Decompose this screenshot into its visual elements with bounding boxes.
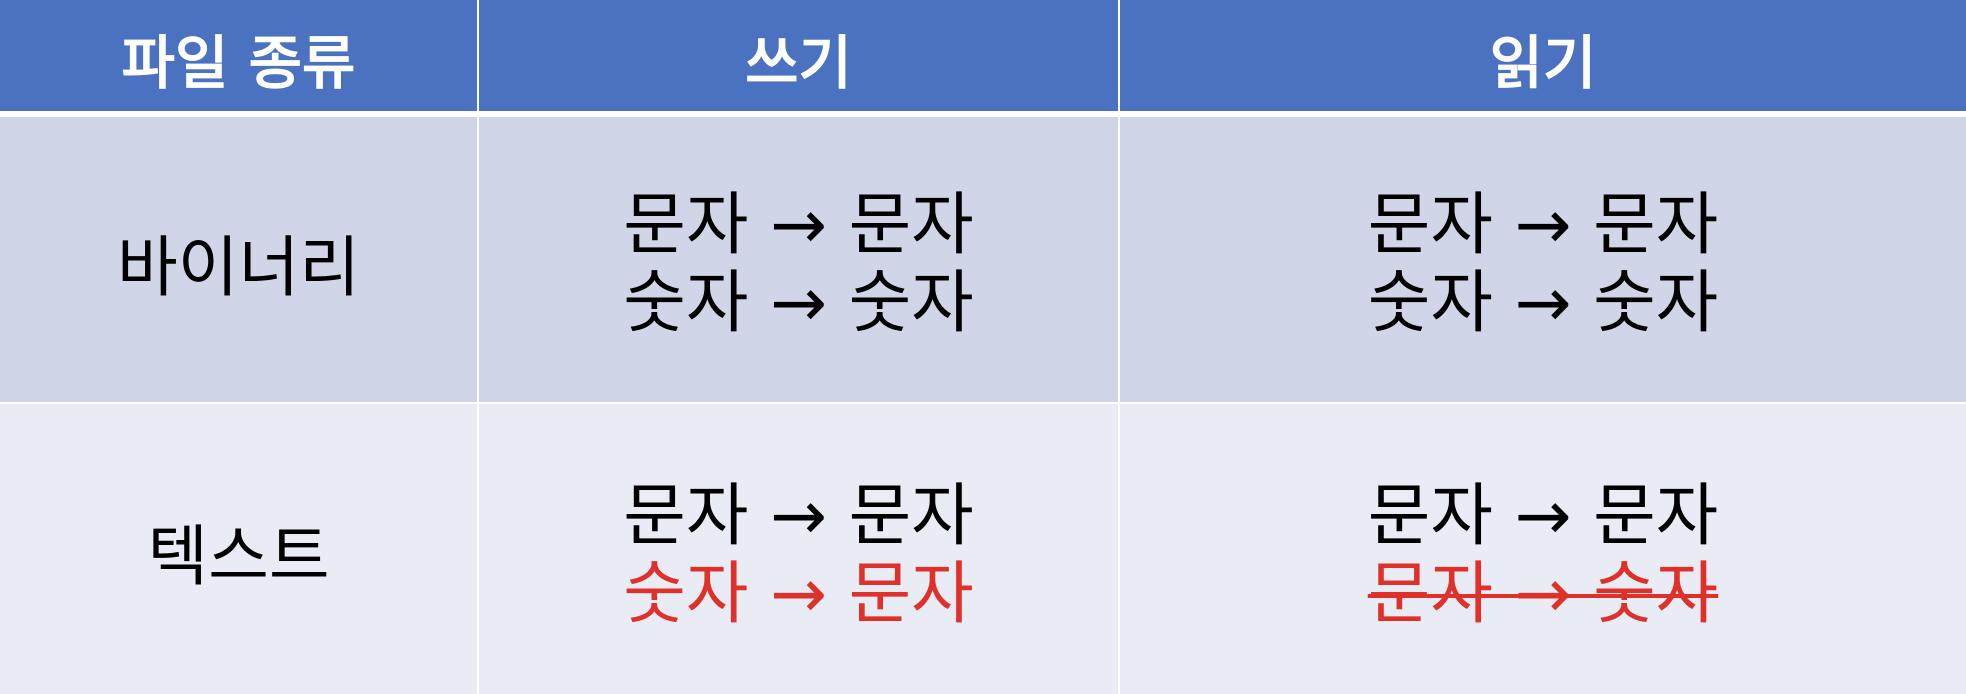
header-write: 쓰기: [479, 0, 1120, 117]
row-binary-label: 바이너리: [117, 228, 360, 306]
binary-read-line-1: 문자 → 문자: [1367, 185, 1719, 265]
text-read-line-2: 문자 → 숫자: [1367, 555, 1719, 634]
text-write-line-2: 숫자 → 문자: [623, 555, 974, 634]
binary-read-line-2: 숫자 → 숫자: [1367, 263, 1719, 343]
text-write-line-1: 문자 → 문자: [623, 477, 974, 556]
header-write-label: 쓰기: [745, 28, 852, 97]
binary-write-line-2: 숫자 → 숫자: [623, 263, 974, 343]
text-read-line-1: 문자 → 문자: [1367, 477, 1719, 556]
header-file-type: 파일 종류: [0, 0, 479, 117]
header-read: 읽기: [1120, 0, 1966, 117]
binary-write-line-1: 문자 → 문자: [623, 185, 974, 265]
row-text-label: 텍스트: [147, 518, 330, 595]
header-read-label: 읽기: [1489, 28, 1597, 97]
row-text-write-cell: 문자 → 문자 숫자 → 문자: [479, 404, 1120, 694]
row-binary-read-cell: 문자 → 문자 숫자 → 숫자: [1120, 117, 1966, 404]
row-text-label-cell: 텍스트: [0, 404, 479, 694]
row-text-read-cell: 문자 → 문자 문자 → 숫자: [1120, 404, 1966, 694]
row-binary-label-cell: 바이너리: [0, 117, 479, 404]
row-binary-write-cell: 문자 → 문자 숫자 → 숫자: [479, 117, 1120, 404]
header-file-type-label: 파일 종류: [121, 28, 356, 97]
